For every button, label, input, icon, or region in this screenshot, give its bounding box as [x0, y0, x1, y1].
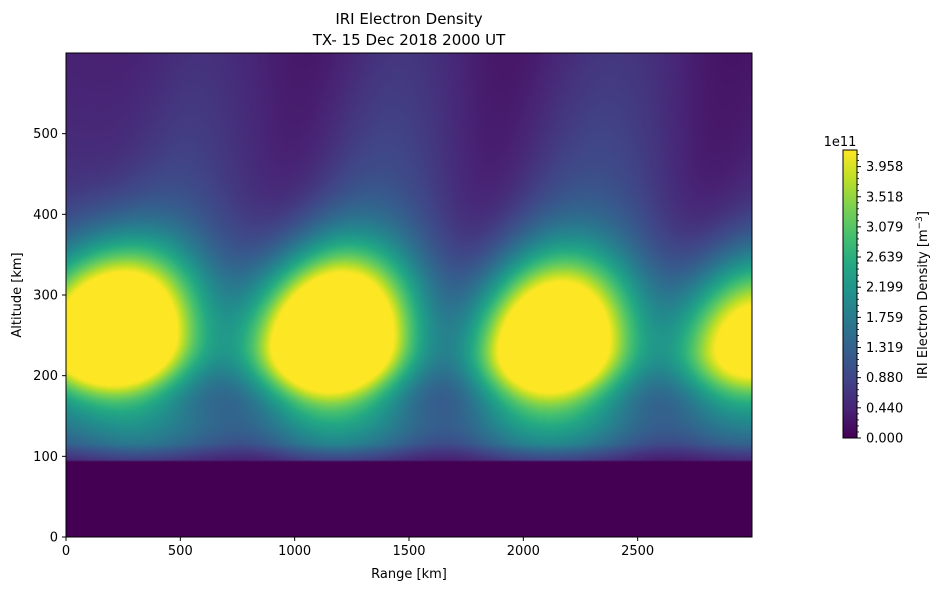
y-tick-label: 100 [33, 450, 58, 465]
x-tick-label: 500 [168, 544, 193, 559]
y-tick-label: 0 [50, 531, 58, 546]
x-tick-label: 2500 [621, 544, 654, 559]
colorbar-ticks: 0.000 0.440 0.880 1.319 1.759 2.199 2.639 3.079… [857, 154, 903, 447]
x-axis-label: Range [km] [371, 567, 447, 582]
chart-title: IRI Electron Density [335, 10, 482, 28]
x-tick-label: 0 [62, 544, 70, 559]
colorbar-offset-text: 1e11 [824, 135, 857, 150]
x-axis: 0 500 1000 1500 2000 2500 [62, 537, 654, 559]
colorbar-tick-label: 2.639 [866, 251, 903, 266]
colorbar-label: IRI Electron Density [m−3] [915, 211, 931, 379]
x-tick-label: 1000 [278, 544, 311, 559]
colorbar-tick-label: 1.759 [866, 311, 903, 326]
x-tick-label: 2000 [507, 544, 540, 559]
colorbar-tick-label: 3.079 [866, 220, 903, 235]
y-tick-label: 400 [33, 208, 58, 223]
colorbar-tick-label: 0.000 [866, 432, 903, 447]
colorbar-tick-label: 1.319 [866, 341, 903, 356]
chart-subtitle: TX- 15 Dec 2018 2000 UT [312, 31, 506, 49]
x-tick-label: 1500 [392, 544, 425, 559]
colorbar-tick-label: 3.518 [866, 190, 903, 205]
y-tick-label: 500 [33, 127, 58, 142]
colorbar-tick-label: 0.880 [866, 371, 903, 386]
colorbar-tick-label: 0.440 [866, 401, 903, 416]
y-axis-label: Altitude [km] [10, 252, 25, 337]
colorbar-tick-label: 3.958 [866, 160, 903, 175]
colorbar [842, 149, 858, 439]
y-tick-label: 300 [33, 289, 58, 304]
y-axis: 0 100 200 300 400 500 [33, 127, 66, 546]
y-tick-label: 200 [33, 369, 58, 384]
heatmap-image [66, 53, 752, 537]
colorbar-tick-label: 2.199 [866, 281, 903, 296]
